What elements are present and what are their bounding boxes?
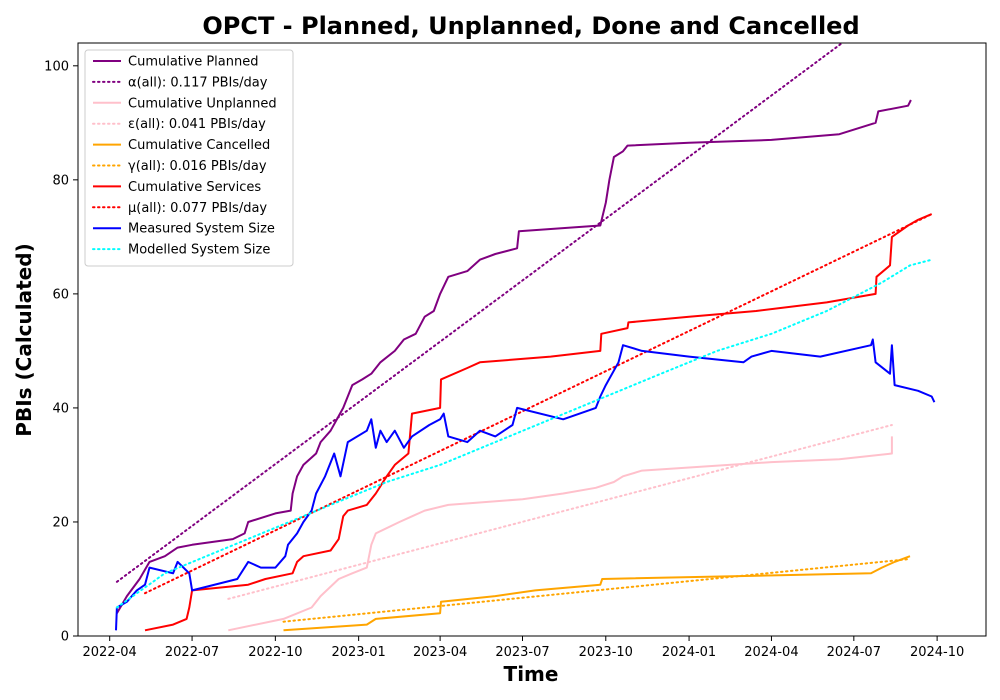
series-line-5 xyxy=(283,555,911,632)
plot-lines xyxy=(115,43,936,632)
series-line-7 xyxy=(144,213,933,632)
legend-entry: α(all): 0.117 PBIs/day xyxy=(92,75,268,90)
legend-label: Cumulative Unplanned xyxy=(128,96,277,111)
legend-entry: γ(all): 0.016 PBIs/day xyxy=(92,159,267,174)
x-tick-label: 2023-07 xyxy=(495,645,549,660)
y-axis-label: PBIs (Calculated) xyxy=(12,243,36,436)
legend-entry: Cumulative Services xyxy=(93,180,261,195)
legend-label: Cumulative Cancelled xyxy=(128,138,270,153)
y-tick-label: 60 xyxy=(52,287,69,302)
x-tick-label: 2022-07 xyxy=(165,645,219,660)
legend-entry: Cumulative Planned xyxy=(93,55,258,70)
legend-entry: Modelled System Size xyxy=(92,243,270,258)
legend-label: ε(all): 0.041 PBIs/day xyxy=(128,117,266,132)
series-line-9 xyxy=(115,338,936,631)
x-axis: 2022-04 2022-07 2022-10 2023-01 2023-04 2023-… xyxy=(83,636,964,660)
y-tick-label: 100 xyxy=(44,59,69,74)
legend-entry: Cumulative Unplanned xyxy=(93,96,277,111)
legend-box xyxy=(84,49,294,267)
legend-entry: Cumulative Cancelled xyxy=(93,138,270,153)
series-line-2 xyxy=(115,43,844,583)
series-line-10 xyxy=(115,258,933,609)
x-tick-label: 2024-07 xyxy=(827,645,881,660)
y-tick-label: 0 xyxy=(61,630,69,645)
legend-label: α(all): 0.117 PBIs/day xyxy=(128,75,268,90)
plot-frame xyxy=(77,42,987,637)
x-tick-label: 2022-04 xyxy=(83,645,137,660)
x-tick-label: 2024-01 xyxy=(662,645,716,660)
y-tick-label: 40 xyxy=(52,401,69,416)
legend-entry: μ(all): 0.077 PBIs/day xyxy=(92,201,267,216)
legend-label: Cumulative Planned xyxy=(128,55,258,70)
legend-label: Modelled System Size xyxy=(128,243,270,258)
x-tick-label: 2022-10 xyxy=(248,645,302,660)
chart-title: OPCT - Planned, Unplanned, Done and Canc… xyxy=(202,12,859,40)
x-tick-label: 2024-04 xyxy=(744,645,798,660)
series-line-8 xyxy=(144,213,933,595)
series-line-1 xyxy=(116,99,912,614)
series-line-4 xyxy=(227,424,893,600)
legend-entry: ε(all): 0.041 PBIs/day xyxy=(92,117,266,132)
x-tick-label: 2024-10 xyxy=(910,645,964,660)
y-axis: 0 20 40 60 80 100 xyxy=(44,59,78,645)
x-tick-label: 2023-04 xyxy=(413,645,467,660)
y-tick-label: 20 xyxy=(52,515,69,530)
series-line-3 xyxy=(228,436,893,632)
x-tick-label: 2023-01 xyxy=(331,645,385,660)
y-tick-label: 80 xyxy=(52,173,69,188)
legend-label: Measured System Size xyxy=(128,222,275,237)
x-axis-label: Time xyxy=(504,662,559,686)
series-line-6 xyxy=(282,558,911,623)
legend-label: μ(all): 0.077 PBIs/day xyxy=(128,201,267,216)
legend-label: γ(all): 0.016 PBIs/day xyxy=(128,159,267,174)
legend: Cumulative Planned α(all): 0.117 PBIs/day… xyxy=(84,49,294,267)
x-tick-label: 2023-10 xyxy=(579,645,633,660)
legend-entry: Measured System Size xyxy=(93,222,275,237)
legend-label: Cumulative Services xyxy=(128,180,261,195)
